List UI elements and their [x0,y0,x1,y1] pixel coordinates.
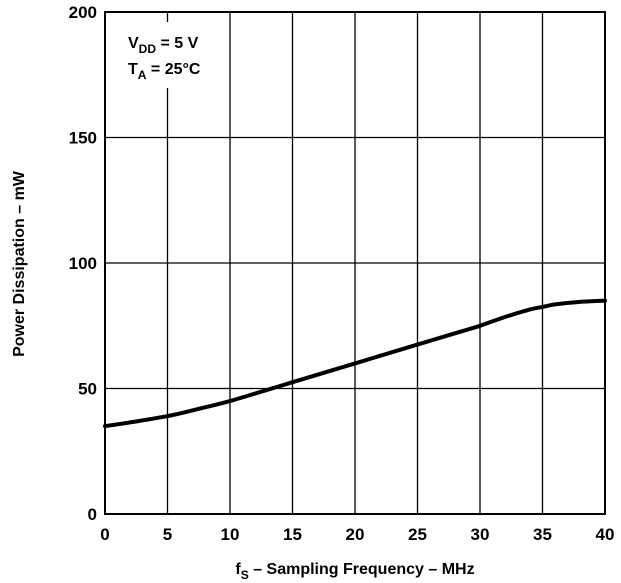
annotation-value-1: = 25°C [146,61,200,78]
x-axis-label-symbol: f [235,561,241,578]
series-line-0 [103,298,607,429]
x-axis-label-text: – Sampling Frequency – MHz [249,561,475,578]
x-tick-label-1: 5 [163,525,172,544]
annotation-symbol-0: V [128,35,139,52]
annotation-background [117,22,229,88]
y-tick-label-3: 150 [69,129,97,148]
grid-lines [105,12,605,514]
y-tick-label-0: 0 [88,505,97,524]
x-tick-label-2: 10 [221,525,240,544]
x-tick-label-0: 0 [100,525,109,544]
annotation-subscript-1: A [138,68,147,82]
y-axis-label: Power Dissipation – mW [11,170,28,357]
x-tick-label-8: 40 [596,525,615,544]
y-tick-label-4: 200 [69,3,97,22]
annotation-subscript-0: DD [139,42,157,56]
series-layer [103,298,607,429]
x-tick-label-6: 30 [471,525,490,544]
x-tick-label-7: 35 [533,525,552,544]
annotation-symbol-1: T [128,61,138,78]
x-tick-label-4: 20 [346,525,365,544]
y-tick-label-1: 50 [78,380,97,399]
plot-frame [104,11,606,515]
x-tick-label-5: 25 [408,525,427,544]
x-tick-label-3: 15 [283,525,302,544]
x-axis-label: fS – Sampling Frequency – MHz [235,561,474,582]
y-tick-label-2: 100 [69,254,97,273]
x-axis-label-subscript: S [241,568,249,582]
annotation-line-0: VDD = 5 V [128,35,199,56]
annotation-line-1: TA = 25°C [128,61,201,82]
annotation-value-0: = 5 V [156,35,199,52]
tick-labels: 0 5 10 15 20 25 30 35 40 0 50 100 150 200 [69,3,615,544]
annotation-box: VDD = 5 V TA = 25°C [117,22,229,88]
